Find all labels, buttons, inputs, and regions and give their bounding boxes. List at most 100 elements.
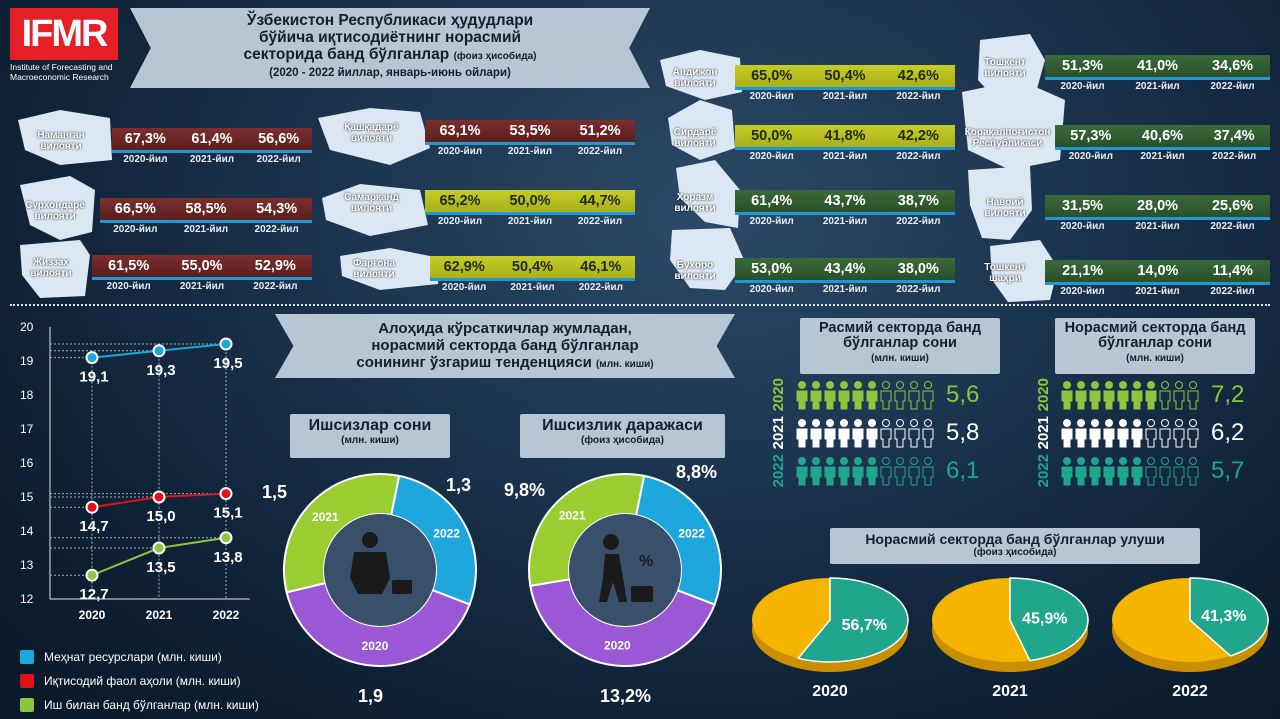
year-label: 2020-йил — [442, 282, 487, 293]
region-value-bar: 53,0% 43,4% 38,0% — [735, 258, 955, 280]
region-value: 61,4% — [751, 193, 793, 209]
region-name-line1: Бухоро — [676, 260, 714, 271]
year-label: 2021-йил — [822, 91, 868, 102]
region-name: Тошкент вилояти — [965, 57, 1045, 79]
region-value: 43,7% — [824, 193, 866, 209]
legend-label: Иқтисодий фаол аҳоли (млн. киши) — [44, 674, 241, 688]
namangan-shape — [18, 110, 112, 165]
region-value: 63,1% — [439, 123, 481, 139]
region-value-bar: 51,3% 41,0% 34,6% — [1045, 55, 1270, 77]
region-underline — [1045, 282, 1270, 285]
region-name: Фарғона вилояти — [318, 258, 430, 280]
data-point — [152, 541, 166, 555]
region-value: 51,2% — [579, 123, 621, 139]
data-point — [219, 531, 233, 545]
region-years: 2020-йил 2021-йил 2022-йил — [425, 216, 635, 227]
region-value: 41,0% — [1136, 58, 1179, 74]
pie-value-label: 41,3% — [1201, 608, 1246, 625]
region-name-line2: вилояти — [30, 268, 72, 279]
person-icon — [1173, 419, 1185, 448]
person-icon — [894, 419, 906, 448]
region-years: 2020-йил 2021-йил 2022-йил — [1055, 151, 1270, 162]
person-icon — [1103, 381, 1115, 410]
region-name: Қорақалпоғистон Республикаси — [960, 127, 1055, 149]
tashkent-city-shape — [990, 240, 1058, 302]
region-underline — [112, 150, 312, 153]
region-value: 65,0% — [751, 68, 793, 84]
region-name-line2: вилояти — [350, 133, 393, 144]
title-line1: Ўзбекистон Республикаси ҳудудлари — [246, 12, 534, 29]
people-row: 2021 5,8 — [770, 414, 979, 452]
region-value: 44,7% — [579, 193, 621, 209]
person-icon — [866, 381, 878, 410]
title-line3: секторида банд бўлганлар (фоиз ҳисобида) — [243, 46, 537, 63]
person-icon — [852, 457, 864, 486]
region-underline — [1045, 217, 1270, 220]
x-tick-label: 2021 — [146, 608, 173, 622]
region-underline — [430, 278, 635, 281]
year-label: 2020-йил — [106, 281, 151, 292]
region-name: Бухоро вилояти — [655, 260, 735, 282]
region-underline — [735, 87, 955, 90]
region-value: 53,0% — [751, 261, 793, 277]
person-icon — [824, 419, 836, 448]
pie-slice-informal — [796, 577, 909, 663]
donut-year-label: 2020 — [362, 639, 389, 653]
region-value-bar: 57,3% 40,6% 37,4% — [1055, 125, 1270, 147]
donut-year-label: 2021 — [559, 508, 586, 522]
year-label: 2021-йил — [1135, 286, 1180, 297]
region-name-line1: Қорақалпоғистон — [964, 127, 1051, 138]
region-name-line1: Навоий — [986, 197, 1024, 208]
informal-sector-header: Норасмий секторда банд бўлганлар сони (м… — [1055, 318, 1255, 374]
people-row: 2020 5,6 — [770, 376, 979, 414]
region-name-line1: Наманган — [37, 130, 85, 141]
donut-year-label: 2021 — [312, 510, 339, 524]
donut2-label-2021: 9,8% — [504, 480, 546, 500]
year-label: 2020-йил — [1060, 286, 1105, 297]
region-name-line2: вилояти — [40, 141, 82, 152]
legend-item-labor: Меҳнат ресурслари (млн. киши) — [20, 648, 259, 666]
person-icon — [1103, 419, 1115, 448]
pie-year-label: 2021 — [992, 683, 1028, 700]
person-icon — [838, 381, 850, 410]
person-icon — [824, 457, 836, 486]
region-years: 2020-йил 2021-йил 2022-йил — [735, 91, 955, 102]
person-icon — [1159, 419, 1171, 448]
region-bar-block: 61,5% 55,0% 52,9% 2020-йил 2021-йил 2022-йил — [92, 255, 312, 292]
person-icon — [1117, 381, 1129, 410]
person-icon — [894, 457, 906, 486]
person-icon — [1145, 419, 1157, 448]
year-label: 2022-йил — [1210, 81, 1255, 92]
region-value-bar: 50,0% 41,8% 42,2% — [735, 125, 955, 147]
person-icons — [796, 381, 934, 410]
region-bar-block: 66,5% 58,5% 54,3% 2020-йил 2021-йил 2022-йил — [100, 198, 312, 235]
formal-title: Расмий секторда банд бўлганлар сони — [818, 320, 982, 351]
person-icon — [1075, 457, 1087, 486]
region-name-line2: шаҳри — [989, 273, 1021, 284]
person-icon — [824, 381, 836, 410]
region-name-line1: Самарқанд — [344, 192, 399, 203]
region-name-line1: Хоразм — [676, 192, 714, 203]
person-icon — [796, 419, 808, 448]
informal-people-rows: 2020 7,2 2021 6,2 2022 5,7 — [1035, 376, 1244, 490]
region-value: 50,0% — [509, 193, 551, 209]
trend-title-note: (млн. киши) — [595, 359, 654, 370]
person-icon — [922, 381, 934, 410]
person-icon — [838, 419, 850, 448]
region-name-line1: Фарғона — [352, 258, 396, 269]
region-name-line1: Сурхондарё — [25, 200, 85, 211]
region-name-line1: Андижон — [672, 67, 718, 78]
region-name-line1: Жиззах — [33, 257, 69, 268]
person-icons — [1061, 381, 1199, 410]
year-label: 2020-йил — [749, 91, 794, 102]
people-year: 2020 — [770, 378, 787, 412]
y-tick-label: 16 — [20, 456, 34, 470]
year-label: 2020-йил — [1060, 81, 1105, 92]
people-row: 2020 7,2 — [1035, 376, 1244, 414]
region-underline — [92, 277, 312, 280]
region-value: 31,5% — [1061, 198, 1104, 214]
region-underline — [1045, 77, 1270, 80]
unemployment-rate-donut: 2022 2020 2021% — [528, 473, 722, 667]
donut2-title: Ишсизлик даражаси — [542, 417, 703, 434]
people-value: 6,1 — [946, 457, 980, 484]
